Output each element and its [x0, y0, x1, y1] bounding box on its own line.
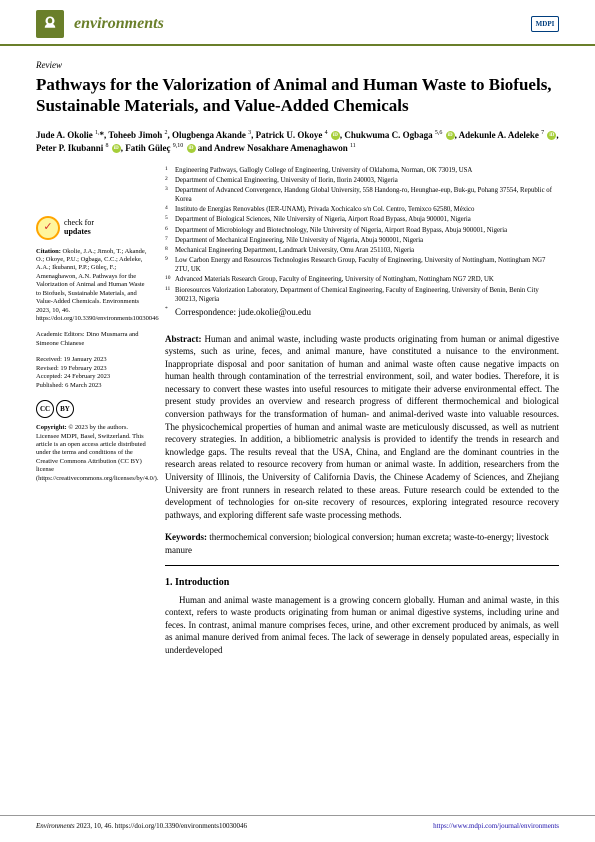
correspondence-mark: *	[165, 306, 175, 319]
intro-paragraph: Human and animal waste management is a g…	[165, 594, 559, 657]
affiliation-number: 8	[165, 246, 175, 255]
check-updates-line1: check for	[64, 218, 94, 227]
date-revised: Revised: 19 February 2023	[36, 365, 151, 373]
affiliation-row: 1Engineering Pathways, Gallogly College …	[165, 166, 559, 175]
correspondence-text: Correspondence: jude.okolie@ou.edu	[175, 306, 559, 319]
affiliation-text: Department of Biological Sciences, Nile …	[175, 215, 559, 224]
copyright-label: Copyright:	[36, 424, 67, 431]
affiliation-row: 5Department of Biological Sciences, Nile…	[165, 215, 559, 224]
affiliation-row: 6Department of Microbiology and Biotechn…	[165, 226, 559, 235]
journal-name: environments	[74, 15, 164, 33]
affiliation-text: Department of Microbiology and Biotechno…	[175, 226, 559, 235]
article-type: Review	[36, 60, 559, 70]
affiliation-number: 10	[165, 275, 175, 284]
page-footer: Environments 2023, 10, 46. https://doi.o…	[0, 815, 595, 830]
affiliation-number: 7	[165, 236, 175, 245]
affiliation-text: Low Carbon Energy and Resources Technolo…	[175, 256, 559, 274]
section-1-heading: 1. Introduction	[165, 576, 559, 590]
affiliation-number: 9	[165, 256, 175, 274]
journal-logo-icon	[36, 10, 64, 38]
affiliation-row: 4Instituto de Energías Renovables (IER-U…	[165, 205, 559, 214]
date-received: Received: 19 January 2023	[36, 356, 151, 364]
cc-license-badge[interactable]: CC BY	[36, 400, 151, 418]
copyright-block: Copyright: © 2023 by the authors. Licens…	[36, 424, 151, 483]
footer-url[interactable]: https://www.mdpi.com/journal/environment…	[433, 822, 559, 830]
affiliation-text: Department of Advanced Convergence, Hand…	[175, 186, 559, 204]
affiliation-row: 11Bioresources Valorization Laboratory, …	[165, 286, 559, 304]
footer-left: Environments 2023, 10, 46. https://doi.o…	[36, 822, 247, 830]
check-updates-line2: updates	[64, 227, 91, 236]
affiliation-text: Department of Mechanical Engineering, Ni…	[175, 236, 559, 245]
affiliation-text: Bioresources Valorization Laboratory, De…	[175, 286, 559, 304]
affiliation-text: Advanced Materials Research Group, Facul…	[175, 275, 559, 284]
authors-list: Jude A. Okolie 1,*, Toheeb Jimoh 2, Olug…	[36, 129, 559, 156]
by-icon: BY	[56, 400, 74, 418]
keywords-label: Keywords:	[165, 532, 207, 542]
editors-block: Academic Editors: Dino Musmarra and Sime…	[36, 331, 151, 348]
dates-block: Received: 19 January 2023 Revised: 19 Fe…	[36, 356, 151, 390]
main-content: Review Pathways for the Valorization of …	[0, 46, 595, 657]
check-updates-badge[interactable]: check for updates	[36, 216, 151, 240]
affiliation-text: Instituto de Energías Renovables (IER-UN…	[175, 205, 559, 214]
main-column: 1Engineering Pathways, Gallogly College …	[165, 166, 559, 657]
footer-journal: Environments	[36, 822, 75, 830]
sidebar-column: check for updates Citation: Okolie, J.A.…	[36, 166, 151, 657]
affiliation-number: 5	[165, 215, 175, 224]
affiliation-row: 3Department of Advanced Convergence, Han…	[165, 186, 559, 204]
copyright-text: © 2023 by the authors. Licensee MDPI, Ba…	[36, 424, 158, 482]
affiliation-number: 11	[165, 286, 175, 304]
affiliation-text: Engineering Pathways, Gallogly College o…	[175, 166, 559, 175]
header-bar: environments MDPI	[0, 0, 595, 46]
affiliation-text: Mechanical Engineering Department, Landm…	[175, 246, 559, 255]
citation-block: Citation: Okolie, J.A.; Jimoh, T.; Akand…	[36, 248, 151, 324]
article-title: Pathways for the Valorization of Animal …	[36, 74, 559, 117]
editors-label: Academic Editors:	[36, 331, 85, 338]
affiliation-text: Department of Chemical Engineering, Univ…	[175, 176, 559, 185]
affiliation-row: 9Low Carbon Energy and Resources Technol…	[165, 256, 559, 274]
abstract-label: Abstract:	[165, 334, 202, 344]
affiliation-row: 2Department of Chemical Engineering, Uni…	[165, 176, 559, 185]
abstract-block: Abstract: Human and animal waste, includ…	[165, 333, 559, 522]
abstract-text: Human and animal waste, including waste …	[165, 334, 559, 520]
affiliation-row: 10Advanced Materials Research Group, Fac…	[165, 275, 559, 284]
affiliation-number: 3	[165, 186, 175, 204]
cc-icon: CC	[36, 400, 54, 418]
footer-right[interactable]: https://www.mdpi.com/journal/environment…	[433, 822, 559, 830]
mdpi-logo: MDPI	[531, 16, 559, 32]
citation-text: Okolie, J.A.; Jimoh, T.; Akande, O.; Oko…	[36, 248, 159, 323]
date-published: Published: 6 March 2023	[36, 382, 151, 390]
date-accepted: Accepted: 24 February 2023	[36, 373, 151, 381]
affiliation-number: 1	[165, 166, 175, 175]
affiliation-row: 8Mechanical Engineering Department, Land…	[165, 246, 559, 255]
footer-doi: 2023, 10, 46. https://doi.org/10.3390/en…	[75, 822, 247, 830]
citation-label: Citation:	[36, 248, 61, 255]
affiliation-row: 7Department of Mechanical Engineering, N…	[165, 236, 559, 245]
affiliation-number: 4	[165, 205, 175, 214]
affiliation-number: 6	[165, 226, 175, 235]
keywords-text: thermochemical conversion; biological co…	[165, 532, 549, 555]
check-updates-icon	[36, 216, 60, 240]
keywords-block: Keywords: thermochemical conversion; bio…	[165, 531, 559, 565]
affiliations-list: 1Engineering Pathways, Gallogly College …	[165, 166, 559, 304]
affiliation-number: 2	[165, 176, 175, 185]
